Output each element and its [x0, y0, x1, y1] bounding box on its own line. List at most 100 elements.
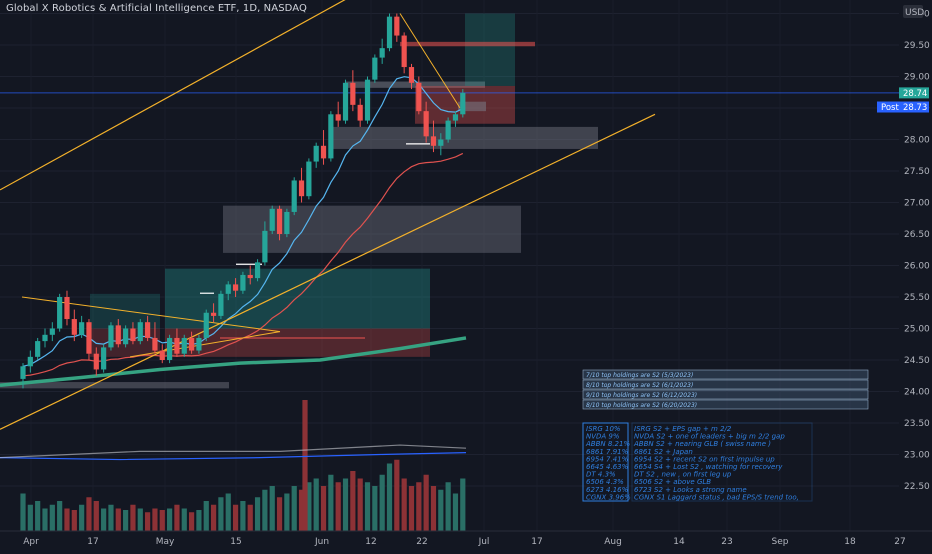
volume-bar: [35, 501, 41, 531]
stages-item: 6723 S2 + Looks a strong name: [634, 486, 747, 494]
volume-bar: [313, 478, 319, 531]
volume-bar: [306, 482, 312, 531]
volume-bar: [408, 486, 415, 531]
candle-body: [342, 82, 349, 121]
candle-body: [379, 48, 385, 58]
annotation-boxes: ISRG 10%NVDA 9%ABBN 8.21%6861 7.91%6954 …: [582, 369, 869, 502]
volume-bar: [167, 508, 173, 531]
volume-bars: [20, 400, 466, 531]
post-price-tag: [877, 101, 929, 113]
volume-bar: [93, 501, 99, 531]
volume-bar: [152, 508, 158, 531]
volume-bar: [357, 478, 363, 531]
candle-body: [57, 297, 63, 329]
candle-body: [93, 353, 99, 370]
candle-body: [240, 274, 246, 291]
volume-bar: [86, 497, 92, 531]
volume-bar: [276, 497, 283, 531]
candle-body: [291, 180, 297, 212]
weights-item: CGNX 3.96%: [586, 493, 631, 501]
volume-bar: [145, 512, 151, 531]
time-tick-label: 18: [844, 537, 856, 547]
volume-bar: [196, 510, 202, 531]
price-tick-label: 25.50: [904, 293, 930, 303]
volume-bar: [115, 508, 121, 531]
candle-body: [430, 136, 437, 146]
volume-bar: [320, 486, 327, 531]
currency-label: USD: [905, 8, 924, 18]
volume-bar: [159, 510, 165, 531]
time-axis: Apr 17 May 15 Jun 12 22 Jul 17 Aug 14 23 Sep 18 27: [0, 530, 932, 550]
price-tick-label: 27.50: [904, 167, 930, 177]
candle-body: [174, 337, 180, 354]
candle-body: [364, 79, 371, 121]
price-tick-label: 23.00: [904, 451, 930, 461]
baseline-line: [0, 444, 467, 459]
stages-box: [631, 422, 813, 502]
candle-body: [262, 230, 268, 263]
resistance-line-zone: [400, 41, 535, 47]
volume-bar: [174, 504, 180, 531]
volume-bar: [240, 501, 246, 531]
stages-item: 6954 S2 + recent S2 on first impulse up: [634, 455, 775, 463]
volume-bar: [71, 510, 77, 531]
ema-fast-line: [22, 76, 464, 367]
time-tick-label: 27: [894, 537, 905, 547]
volume-bar: [372, 486, 378, 531]
holding-tag-box: [582, 369, 869, 380]
weights-item: 6861 7.91%: [586, 448, 629, 456]
stages-item: ISRG S2 + EPS gap + m 2/2: [634, 425, 732, 433]
candle-body: [386, 16, 393, 49]
volume-bar: [188, 512, 195, 531]
weights-item: NVDA 9%: [586, 433, 620, 441]
candle-body: [42, 334, 48, 342]
candle-body: [320, 145, 327, 159]
volume-bar: [452, 493, 459, 531]
candle-body: [64, 297, 70, 320]
price-axis-bg: [899, 0, 932, 550]
stages-item: CGNX S1 Laggard status , bad EPS/S trend…: [634, 493, 799, 501]
stages-item: 6506 S2 + above GLB: [634, 478, 711, 486]
volume-bar: [203, 501, 209, 531]
stages-item: DT S2 , new , on first leg up: [634, 471, 732, 479]
candle-body: [357, 104, 363, 121]
volume-bar: [298, 489, 305, 531]
volume-bar: [335, 482, 341, 531]
candle-body: [20, 366, 26, 379]
volume-bar: [379, 474, 385, 531]
candle-body: [145, 322, 151, 338]
candle-body: [269, 208, 275, 231]
volume-bar: [57, 501, 63, 531]
candle-body: [35, 341, 41, 357]
weights-item: 6954 7.41%: [586, 455, 629, 463]
stages-item: ABBN S2 + nearing GLB ( swiss name ): [633, 440, 771, 448]
candle-body: [130, 328, 136, 342]
volume-bar: [350, 471, 356, 531]
last-price-tag: [899, 87, 929, 99]
time-tick-label: Sep: [772, 537, 789, 547]
candle-body: [452, 114, 459, 121]
candle-body: [232, 284, 239, 291]
price-tick-label: 27.00: [904, 199, 930, 209]
time-tick-label: 12: [365, 537, 376, 547]
candle-body: [49, 328, 55, 335]
candle-body: [210, 312, 217, 316]
weights-box: [582, 422, 629, 502]
currency-badge: [903, 5, 923, 18]
volume-bar: [254, 497, 261, 531]
candle-body: [423, 111, 429, 137]
holding-tag-text: 8/10 top holdings are S2 (6/1/2023): [586, 382, 693, 389]
volume-bar: [262, 489, 268, 531]
candle-body: [254, 262, 261, 279]
volume-bar: [302, 400, 308, 531]
time-tick-label: Aug: [604, 537, 622, 547]
time-tick-label: Jun: [314, 537, 329, 547]
resistance-zone: [330, 126, 598, 149]
price-tick-label: 23.50: [904, 419, 930, 429]
candle-body: [225, 284, 231, 294]
price-tick-label: 25.00: [904, 325, 930, 335]
holding-tag-box: [582, 389, 869, 400]
candle-body: [123, 328, 129, 345]
